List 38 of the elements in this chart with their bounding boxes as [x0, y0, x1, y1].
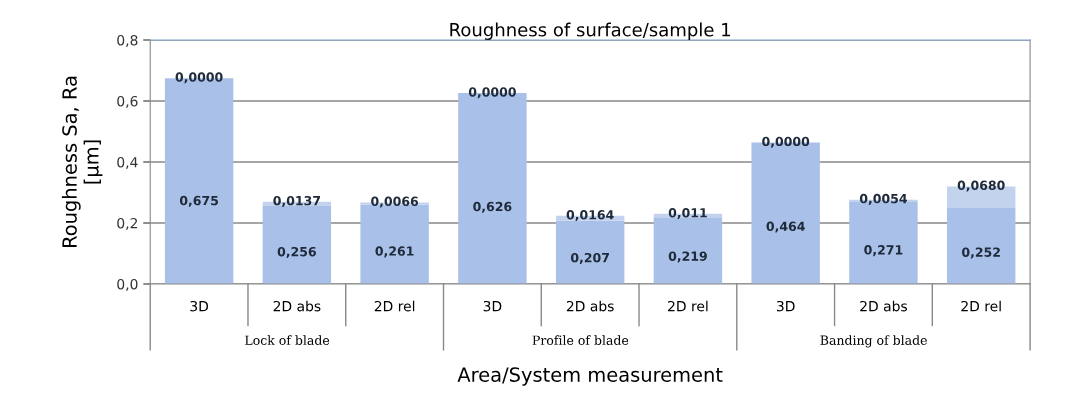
data-label: 0,207	[570, 252, 609, 264]
y-tick-label: 0,8	[117, 34, 138, 47]
data-label: 0,0137	[273, 195, 320, 207]
data-label: 0,0054	[859, 193, 907, 205]
data-label: 0,252	[962, 247, 1000, 259]
data-label: 0,219	[668, 251, 707, 263]
y-tick-label: 0,0	[117, 278, 138, 291]
text: Banding of blade	[820, 335, 927, 348]
x-tick-label: 2D rel	[961, 300, 1001, 312]
data-label: 0,271	[864, 245, 903, 257]
data-label: 0,0164	[566, 210, 614, 222]
x-tick-label: 3D	[776, 300, 795, 312]
x-axis-title: Area/System measurement	[457, 367, 723, 386]
data-label: 0,675	[179, 195, 218, 207]
data-label: 0,464	[766, 221, 805, 233]
chart-title: Roughness of surface/sample 1	[450, 22, 731, 40]
y-tick-label: 0,2	[117, 217, 138, 230]
data-label: 0,256	[277, 246, 316, 258]
x-tick-label: 2D abs	[860, 300, 908, 312]
x-tick-label: 2D abs	[566, 300, 614, 312]
data-label: 0,0000	[762, 136, 810, 148]
y-tick-label: 0,4	[117, 156, 138, 169]
data-label: 0,011	[668, 208, 707, 220]
text: Profile of blade	[532, 335, 629, 345]
y-axis-title: Roughness Sa, Ra [µm]	[61, 76, 103, 248]
data-label: 0,0000	[468, 87, 516, 99]
x-tick-label: 3D	[483, 300, 502, 312]
data-label: 0,0680	[957, 180, 1005, 192]
x-tick-label: 2D abs	[273, 300, 321, 312]
x-tick-label: 2D rel	[668, 300, 708, 312]
y-tick-label: 0,6	[117, 95, 138, 108]
x-tick-label: 2D rel	[374, 300, 415, 312]
data-label: 0,0066	[371, 196, 419, 208]
x-tick-label: 3D	[190, 300, 209, 312]
data-label: 0,0000	[175, 72, 223, 84]
data-label: 0,261	[375, 246, 414, 258]
text: Lock of blade	[245, 335, 330, 345]
data-label: 0,626	[473, 201, 512, 213]
